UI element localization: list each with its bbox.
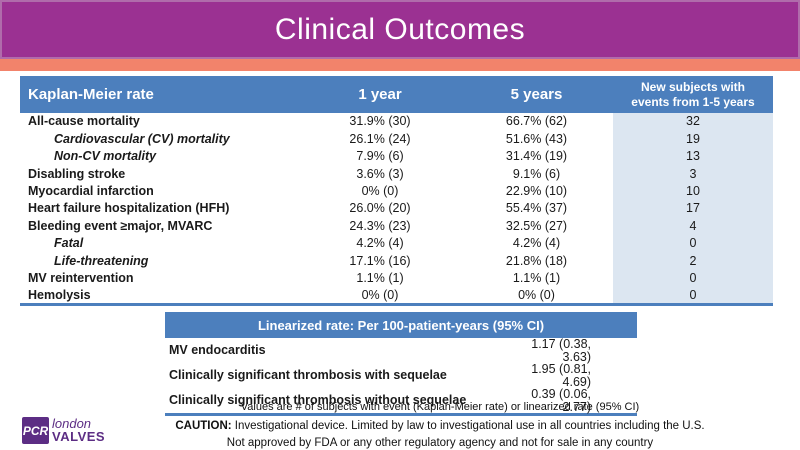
row-label: MV endocarditis [169,343,266,358]
row-label: Life-threatening [54,253,149,268]
row-1yr-value: 3.6% (3) [356,166,404,181]
row-rate-value: 1.17 (0.38, 3.63) [531,337,592,364]
logo-wordmark: london VALVES [52,416,106,444]
logo-valves: VALVES [52,429,106,444]
table-row: All-cause mortality 31.9% (30) 66.7% (62… [20,113,773,131]
pcr-logo-icon: PCR [22,417,49,444]
footnotes: Values are # of subjects with event (Kap… [100,401,780,450]
km-header-rate: Kaplan-Meier rate [20,76,300,113]
row-label: Myocardial infarction [28,184,154,198]
caution-label: CAUTION: [175,420,232,432]
row-label: Fatal [54,236,84,251]
table-row: Bleeding event ≥major, MVARC 24.3% (23) … [20,217,773,235]
row-label: Cardiovascular (CV) mortality [54,131,230,146]
row-5yr-value: 32.5% (27) [505,218,568,233]
logo-london: london [52,416,92,431]
row-new-events-value: 0 [613,269,773,287]
row-1yr-value: 1.1% (1) [356,270,404,285]
row-5yr-value: 21.8% (18) [505,253,568,268]
row-label: Clinically significant thrombosis with s… [169,368,447,383]
page-title: Clinical Outcomes [274,12,526,46]
row-5yr-value: 1.1% (1) [512,270,561,285]
row-new-events-value: 19 [613,130,773,148]
row-label: Disabling stroke [28,166,126,181]
caution-text-line2: Not approved by FDA or any other regulat… [226,436,654,449]
row-new-events-value: 10 [613,182,773,200]
linearized-rate-table: Linearized rate: Per 100-patient-years (… [165,312,638,416]
row-1yr-value: 26.0% (20) [349,201,411,216]
row-rate-value: 0.39 (0.06, 2.77) [531,387,592,414]
row-1yr-value: 31.9% (30) [349,114,411,129]
table-row: Cardiovascular (CV) mortality 26.1% (24)… [20,130,773,148]
row-5yr-value: 31.4% (19) [505,149,568,164]
km-header-5-years: 5 years [460,76,613,113]
linearized-header-row: Linearized rate: Per 100-patient-years (… [165,312,638,338]
row-label: Clinically significant thrombosis withou… [169,393,467,408]
row-5yr-value: 9.1% (6) [512,166,561,181]
row-1yr-value: 26.1% (24) [349,131,411,146]
row-5yr-value: 55.4% (37) [505,201,568,216]
row-5yr-value: 22.9% (10) [505,184,568,198]
row-rate-value: 1.95 (0.81, 4.69) [531,362,592,389]
row-new-events-value: 17 [613,199,773,218]
row-1yr-value: 7.9% (6) [356,149,404,164]
row-new-events-value: 3 [613,165,773,183]
table-row: MV endocarditis 1.17 (0.38, 3.63) [165,338,637,363]
row-5yr-value: 0% (0) [518,287,555,302]
row-1yr-value: 0% (0) [361,287,399,302]
row-new-events-value: 0 [613,234,773,253]
values-footnote: Values are # of subjects with event (Kap… [240,401,640,413]
row-label: Non-CV mortality [54,149,157,164]
pcr-london-valves-logo: PCR london VALVES [22,417,105,444]
table-row: Clinically significant thrombosis withou… [165,388,637,415]
row-1yr-value: 24.3% (23) [349,218,411,233]
row-1yr-value: 17.1% (16) [349,253,411,268]
table-row: Non-CV mortality 7.9% (6) 31.4% (19) 13 [20,147,773,166]
row-label: Bleeding event ≥major, MVARC [28,218,213,233]
table-row: Heart failure hospitalization (HFH) 26.0… [20,199,773,218]
table-row: MV reintervention 1.1% (1) 1.1% (1) 0 [20,269,773,287]
km-header-1-year: 1 year [300,76,460,113]
row-label: Hemolysis [28,287,91,302]
row-5yr-value: 51.6% (43) [505,131,568,146]
row-new-events-value: 0 [613,286,773,305]
km-header-row: Kaplan-Meier rate 1 year 5 years New sub… [20,76,773,113]
row-label: MV reintervention [28,270,134,285]
accent-stripe [0,59,800,71]
row-1yr-value: 4.2% (4) [356,236,404,251]
row-new-events-value: 32 [613,113,773,131]
table-row: Myocardial infarction 0% (0) 22.9% (10) … [20,182,773,200]
row-new-events-value: 4 [613,217,773,235]
caution-text-line1: Investigational device. Limited by law t… [231,420,705,432]
km-header-new-events: New subjects with events from 1-5 years [613,76,773,113]
row-label: Heart failure hospitalization (HFH) [28,201,230,216]
table-row: Disabling stroke 3.6% (3) 9.1% (6) 3 [20,165,773,183]
row-5yr-value: 66.7% (62) [505,114,568,129]
table-row: Hemolysis 0% (0) 0% (0) 0 [20,286,773,305]
table-row: Life-threatening 17.1% (16) 21.8% (18) 2 [20,252,773,270]
row-new-events-value: 2 [613,252,773,270]
row-new-events-value: 13 [613,147,773,166]
table-row: Fatal 4.2% (4) 4.2% (4) 0 [20,234,773,253]
linearized-header: Linearized rate: Per 100-patient-years (… [165,312,638,338]
row-5yr-value: 4.2% (4) [512,236,561,251]
table-row: Clinically significant thrombosis with s… [165,363,637,388]
caution-footnote: CAUTION: Investigational device. Limited… [100,418,780,450]
row-label: All-cause mortality [28,114,140,129]
kaplan-meier-table: Kaplan-Meier rate 1 year 5 years New sub… [20,76,773,306]
row-1yr-value: 0% (0) [361,184,399,198]
title-banner: Clinical Outcomes [0,0,800,59]
